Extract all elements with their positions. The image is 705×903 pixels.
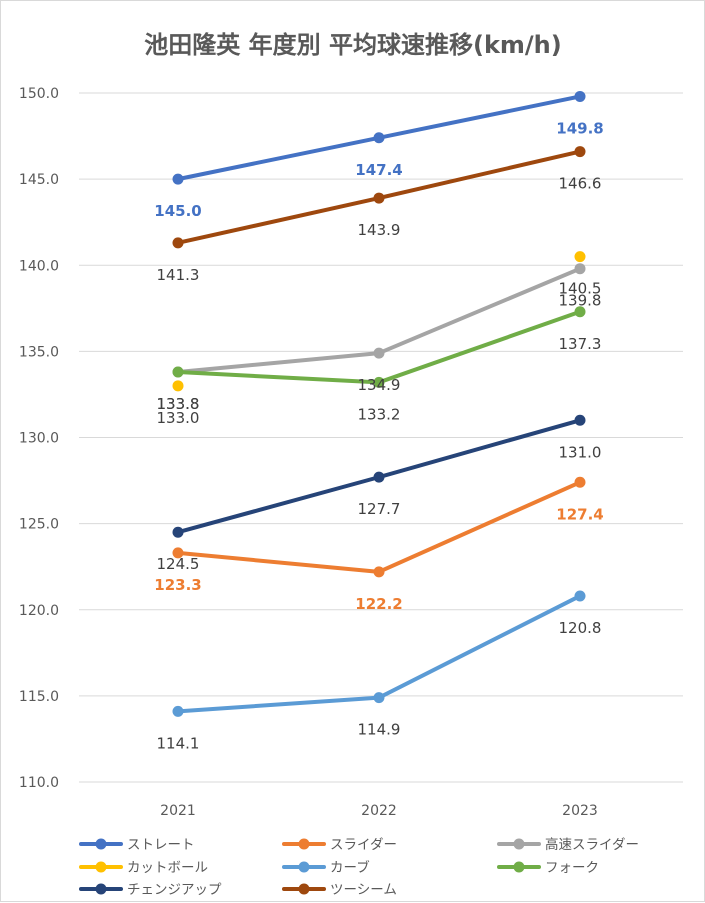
data-point bbox=[172, 547, 184, 559]
data-label: 137.3 bbox=[559, 335, 602, 353]
data-point bbox=[574, 263, 586, 275]
data-label: 114.1 bbox=[157, 734, 200, 752]
legend-label: ストレート bbox=[127, 837, 195, 853]
legend-item: カーブ bbox=[282, 859, 370, 876]
legend-item: チェンジアップ bbox=[79, 882, 222, 898]
legend-swatch-marker bbox=[298, 838, 310, 850]
data-label: 141.3 bbox=[157, 266, 200, 284]
data-point bbox=[172, 237, 184, 249]
data-point bbox=[574, 90, 586, 102]
data-point bbox=[574, 476, 586, 488]
x-axis-ticks: 2021 2022 2023 bbox=[160, 803, 598, 819]
data-label: 149.8 bbox=[556, 119, 603, 137]
legend-item: スライダー bbox=[282, 837, 397, 853]
y-tick-label: 150.0 bbox=[19, 86, 59, 102]
data-label: 140.5 bbox=[559, 280, 602, 298]
legend-swatch-marker bbox=[513, 838, 525, 850]
data-label: 139.8 bbox=[559, 292, 602, 310]
data-labels: 145.0 147.4 149.8 123.3 122.2 127.4 133.8 134.9… bbox=[154, 119, 603, 752]
data-label: 133.0 bbox=[157, 409, 200, 427]
data-label: 127.7 bbox=[358, 500, 401, 518]
legend-item: 高速スライダー bbox=[497, 836, 639, 853]
series-group bbox=[172, 90, 586, 717]
data-label: 133.8 bbox=[157, 395, 200, 413]
y-axis-ticks: 110.0 115.0 120.0 125.0 130.0 135.0 140.0 145.0… bbox=[19, 86, 59, 791]
legend-item: ツーシーム bbox=[282, 882, 397, 898]
data-label: 124.5 bbox=[157, 555, 200, 573]
data-point bbox=[373, 347, 385, 359]
data-point bbox=[574, 306, 586, 318]
legend-label: チェンジアップ bbox=[127, 882, 222, 898]
data-label: 123.3 bbox=[154, 576, 201, 594]
data-label: 146.6 bbox=[559, 175, 602, 193]
x-tick-label: 2022 bbox=[361, 803, 397, 819]
data-label: 134.9 bbox=[358, 376, 401, 394]
x-tick-label: 2023 bbox=[562, 803, 598, 819]
data-point bbox=[172, 705, 184, 717]
legend-label: フォーク bbox=[545, 860, 599, 876]
y-tick-label: 130.0 bbox=[19, 431, 59, 447]
y-tick-label: 120.0 bbox=[19, 603, 59, 619]
series-1 bbox=[172, 90, 586, 185]
data-label: 114.9 bbox=[358, 721, 401, 739]
legend-swatch-marker bbox=[513, 861, 525, 873]
legend-label: ツーシーム bbox=[330, 882, 397, 898]
legend-swatch-marker bbox=[95, 883, 107, 895]
data-label: 143.9 bbox=[358, 221, 401, 239]
data-point bbox=[373, 192, 385, 204]
legend-label: カーブ bbox=[330, 859, 370, 876]
legend-item: フォーク bbox=[497, 860, 599, 876]
legend-label: カットボール bbox=[127, 860, 208, 876]
data-label: 147.4 bbox=[355, 161, 402, 179]
series-3 bbox=[172, 263, 586, 378]
data-point bbox=[574, 414, 586, 426]
data-point bbox=[373, 132, 385, 144]
y-tick-label: 145.0 bbox=[19, 172, 59, 188]
data-point bbox=[373, 471, 385, 483]
data-label: 127.4 bbox=[556, 505, 603, 523]
data-label: 120.8 bbox=[559, 619, 602, 637]
legend-label: 高速スライダー bbox=[545, 836, 639, 853]
legend-swatch-marker bbox=[298, 861, 310, 873]
data-point bbox=[373, 376, 385, 388]
data-point bbox=[172, 173, 184, 185]
data-label: 133.8 bbox=[157, 395, 200, 413]
legend-swatch-marker bbox=[95, 861, 107, 873]
series-7 bbox=[172, 414, 586, 538]
legend-label: スライダー bbox=[330, 837, 397, 853]
legend-item: ストレート bbox=[79, 837, 195, 853]
data-point bbox=[574, 251, 586, 263]
data-point bbox=[373, 692, 385, 704]
series-5 bbox=[172, 590, 586, 717]
y-tick-label: 135.0 bbox=[19, 344, 59, 360]
data-point bbox=[574, 146, 586, 158]
series-8 bbox=[172, 146, 586, 249]
data-point bbox=[172, 526, 184, 538]
series-2 bbox=[172, 476, 586, 578]
y-tick-label: 140.0 bbox=[19, 258, 59, 274]
data-point bbox=[172, 380, 184, 392]
series-6 bbox=[172, 306, 586, 388]
data-label: 133.2 bbox=[358, 405, 401, 423]
series-line bbox=[176, 309, 582, 385]
data-point bbox=[373, 566, 385, 578]
legend-item: カットボール bbox=[79, 860, 208, 876]
legend-swatch-marker bbox=[95, 838, 107, 850]
chart-title: 池田隆英 年度別 平均球速推移(km/h) bbox=[144, 31, 561, 59]
y-tick-label: 125.0 bbox=[19, 517, 59, 533]
legend-swatch-marker bbox=[298, 883, 310, 895]
data-label: 145.0 bbox=[154, 202, 201, 220]
data-point bbox=[172, 366, 184, 378]
data-label: 131.0 bbox=[559, 443, 602, 461]
y-tick-label: 115.0 bbox=[19, 689, 59, 705]
data-point bbox=[574, 590, 586, 602]
series-4 bbox=[172, 251, 586, 392]
data-label: 122.2 bbox=[355, 595, 402, 613]
x-tick-label: 2021 bbox=[160, 803, 196, 819]
y-tick-label: 110.0 bbox=[19, 775, 59, 791]
series-line bbox=[176, 480, 582, 574]
